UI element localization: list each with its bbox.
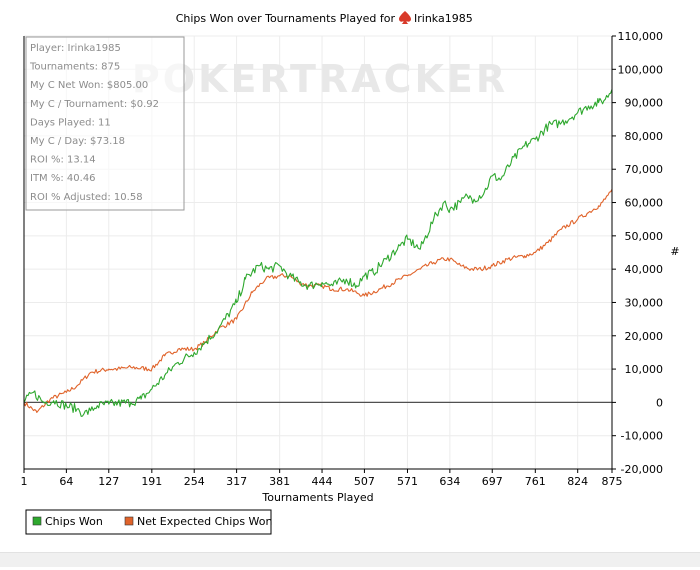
y-tick-label-6: 40,000 — [625, 263, 664, 276]
x-tick-label-13: 824 — [567, 475, 588, 488]
y-tick-label-0: -20,000 — [621, 463, 663, 476]
watermark-text: POKERTRACKER — [132, 57, 508, 101]
legend-label-1: Net Expected Chips Won — [137, 515, 273, 528]
legend-items: Chips Won Net Expected Chips Won — [32, 515, 273, 528]
y-tick-label-12: 100,000 — [618, 63, 664, 76]
x-tick-label-4: 254 — [184, 475, 205, 488]
spade-icon — [399, 11, 411, 24]
series-layer — [23, 89, 613, 417]
x-tick-label-3: 191 — [141, 475, 162, 488]
series-line-0 — [23, 89, 613, 417]
x-tick-label-1: 64 — [59, 475, 73, 488]
stats-line-5: My C / Day: $73.18 — [30, 136, 125, 147]
y-ticks: -20,000 -10,000 0 10,000 20,000 30,000 40,000 5… — [612, 30, 663, 476]
stats-box — [25, 36, 185, 211]
x-tick-label-6: 381 — [269, 475, 290, 488]
y-tick-label-11: 90,000 — [625, 97, 664, 110]
y-tick-label-10: 80,000 — [625, 130, 664, 143]
y-tick-label-9: 70,000 — [625, 163, 664, 176]
player-name: Irinka1985 — [414, 12, 473, 25]
stats-lines: Player: Irinka1985 Tournaments: 875 My C N… — [29, 43, 159, 203]
y-tick-label-1: -10,000 — [621, 430, 663, 443]
y-axis-label: # — [670, 245, 679, 258]
legend-label-0: Chips Won — [45, 515, 103, 528]
stats-line-1: Tournaments: 875 — [29, 62, 120, 73]
stats-line-8: ROI % Adjusted: 10.58 — [30, 192, 143, 203]
chart-title: Chips Won over Tournaments Played for — [176, 12, 396, 25]
legend-swatch-0 — [32, 516, 42, 526]
y-tick-label-13: 110,000 — [618, 30, 664, 43]
stats-line-0: Player: Irinka1985 — [30, 43, 121, 54]
legend-swatch-1 — [124, 516, 134, 526]
x-tick-label-14: 875 — [602, 475, 623, 488]
stats-line-2: My C Net Won: $805.00 — [30, 80, 148, 91]
x-tick-label-8: 507 — [354, 475, 375, 488]
stats-line-4: Days Played: 11 — [30, 117, 111, 128]
x-tick-label-10: 634 — [439, 475, 460, 488]
y-tick-label-2: 0 — [656, 396, 663, 409]
x-tick-label-0: 1 — [21, 475, 28, 488]
x-axis-label: Tournaments Played — [261, 491, 373, 504]
x-tick-label-7: 444 — [312, 475, 333, 488]
legend — [25, 509, 272, 535]
y-tick-label-3: 10,000 — [625, 363, 664, 376]
x-ticks: 1 64 127 191 254 317 381 444 507 571 634 697 761 824 8… — [21, 469, 623, 488]
bottom-band — [0, 552, 700, 567]
stats-line-7: ITM %: 40.46 — [30, 173, 96, 184]
watermark: POKERTRACKER — [132, 57, 508, 101]
y-tick-label-7: 50,000 — [625, 230, 664, 243]
stats-line-6: ROI %: 13.14 — [30, 155, 96, 166]
x-tick-label-5: 317 — [226, 475, 247, 488]
y-tick-label-5: 30,000 — [625, 296, 664, 309]
x-tick-label-11: 697 — [482, 475, 503, 488]
series-line-1 — [23, 188, 613, 413]
x-tick-label-2: 127 — [98, 475, 119, 488]
stats-line-3: My C / Tournament: $0.92 — [30, 99, 159, 110]
x-tick-label-9: 571 — [397, 475, 418, 488]
x-tick-label-12: 761 — [525, 475, 546, 488]
y-tick-label-4: 20,000 — [625, 330, 664, 343]
y-tick-label-8: 60,000 — [625, 197, 664, 210]
